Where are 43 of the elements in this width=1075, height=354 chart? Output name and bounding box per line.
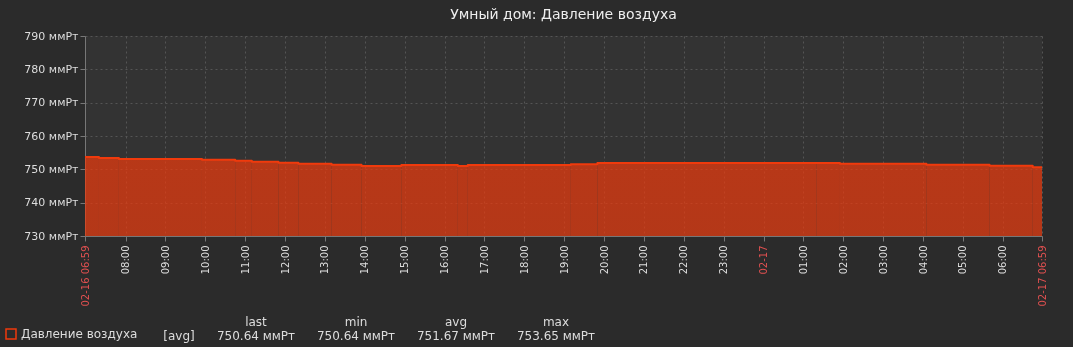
text: 751.67 ммРт bbox=[416, 329, 496, 343]
x-tick-label: 03:00 bbox=[877, 245, 889, 275]
text: max bbox=[542, 315, 570, 329]
x-tick-label: 12:00 bbox=[279, 245, 291, 275]
text: avg bbox=[444, 315, 468, 329]
x-tick-label: 16:00 bbox=[439, 245, 451, 275]
x-tick-label: 02:00 bbox=[837, 245, 849, 275]
x-tick-label: 05:00 bbox=[957, 245, 969, 275]
x-tick-label: 10:00 bbox=[199, 245, 211, 275]
y-tick-label: 770 ммРт bbox=[24, 96, 80, 110]
text: 750.64 ммРт bbox=[216, 329, 296, 343]
legend-label: Давление воздуха bbox=[21, 327, 138, 341]
chart-title: Умный дом: Давление воздуха bbox=[450, 6, 677, 22]
text: 750.64 ммРт bbox=[316, 329, 396, 343]
text: min bbox=[344, 315, 368, 329]
y-tick-label: 750 ммРт bbox=[24, 162, 80, 176]
x-tick-label: 22:00 bbox=[678, 245, 690, 275]
x-tick-label: 02-16 06:59 bbox=[79, 245, 91, 307]
text: last bbox=[245, 315, 268, 329]
x-tick-label: 01:00 bbox=[797, 245, 809, 275]
x-tick-label: 15:00 bbox=[399, 245, 411, 275]
x-tick-label: 18:00 bbox=[518, 245, 530, 275]
y-tick-label: 760 ммРт bbox=[24, 129, 80, 143]
x-tick-label: 21:00 bbox=[638, 245, 650, 275]
text: 753.65 ммРт bbox=[516, 329, 596, 343]
x-tick-label: 09:00 bbox=[159, 245, 171, 275]
x-tick-label: 13:00 bbox=[319, 245, 331, 275]
text: [avg] bbox=[163, 329, 195, 343]
y-tick-label: 780 ммРт bbox=[24, 62, 80, 76]
y-tick-label: 730 ммРт bbox=[24, 229, 80, 243]
y-tick-label: 740 ммРт bbox=[24, 196, 80, 210]
x-tick-label: 08:00 bbox=[120, 245, 132, 275]
x-tick-label: 02-17 06:59 bbox=[1036, 245, 1048, 307]
y-tick-label: 790 ммРт bbox=[24, 29, 80, 43]
x-tick-label: 17:00 bbox=[478, 245, 490, 275]
x-tick-label: 02-17 bbox=[758, 245, 770, 275]
x-tick-label: 14:00 bbox=[359, 245, 371, 275]
x-tick-label: 23:00 bbox=[718, 245, 730, 275]
x-tick-label: 04:00 bbox=[917, 245, 929, 275]
x-tick-label: 20:00 bbox=[598, 245, 610, 275]
x-tick-label: 19:00 bbox=[558, 245, 570, 275]
x-tick-label: 11:00 bbox=[239, 245, 251, 275]
x-tick-label: 06:00 bbox=[997, 245, 1009, 275]
